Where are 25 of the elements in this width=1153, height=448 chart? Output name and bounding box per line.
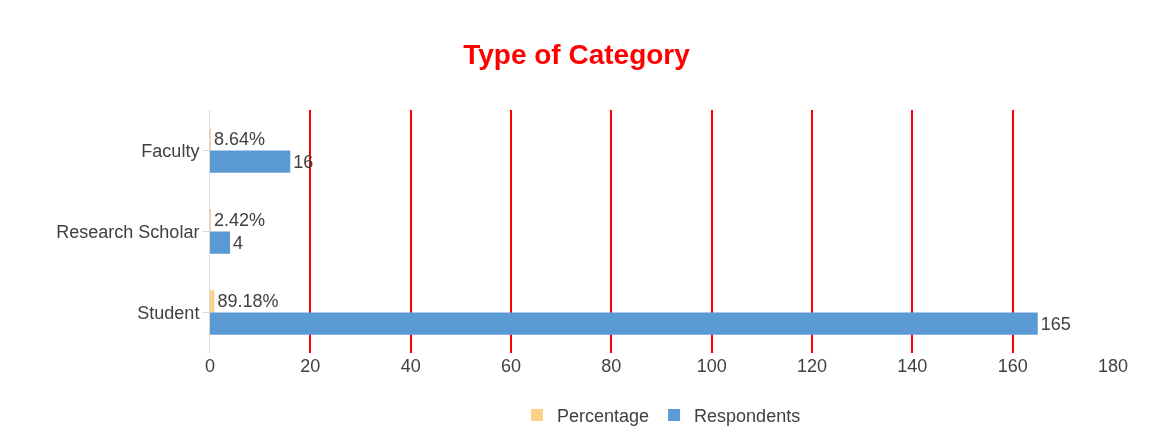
x-tick-label: 120	[796, 356, 828, 376]
x-tick-label: 180	[1097, 356, 1129, 376]
x-tick-label: 140	[897, 356, 928, 376]
x-tick-label: 160	[997, 356, 1028, 376]
y-tick-label: Student	[137, 302, 200, 323]
chart-title: Type of Category	[463, 39, 691, 71]
data-label: 4	[233, 232, 244, 253]
x-tick-label: 40	[400, 356, 421, 376]
bar	[210, 312, 1038, 335]
x-tick-label: 60	[500, 356, 522, 376]
data-label: 165	[1040, 313, 1071, 334]
legend-label: Percentage	[557, 405, 650, 426]
bar	[210, 290, 215, 313]
data-label: 89.18%	[217, 291, 279, 312]
x-tick-label: 80	[601, 356, 622, 376]
legend-label: Respondents	[694, 405, 801, 426]
data-label: 8.64%	[214, 129, 266, 150]
data-label: 2.42%	[214, 210, 266, 231]
x-tick-label: 20	[300, 356, 321, 376]
y-tick-label: Faculty	[141, 140, 200, 161]
bar	[210, 231, 231, 254]
bar	[210, 150, 291, 173]
x-tick-label: 0	[204, 356, 216, 376]
x-tick-label: 100	[696, 356, 727, 376]
y-tick-label: Research Scholar	[56, 221, 200, 242]
